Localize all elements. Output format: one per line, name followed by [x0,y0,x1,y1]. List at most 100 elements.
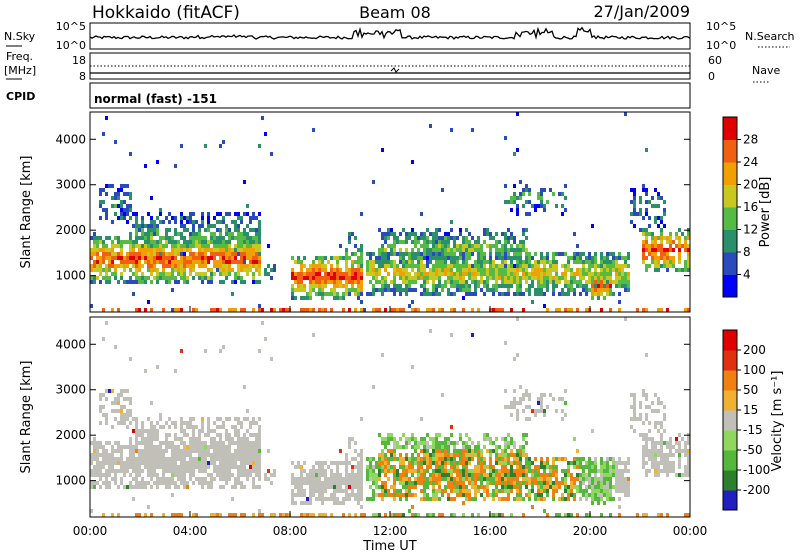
power-cell [132,256,135,260]
velocity-cell [183,461,186,465]
power-cell [306,292,309,296]
velocity-cell [492,473,495,477]
velocity-cell [360,469,363,473]
power-cell [651,248,654,252]
velocity-cell [303,493,306,497]
velocity-cell [501,489,504,493]
velocity-cell [360,489,363,493]
velocity-cell [123,389,126,393]
power-cell [615,264,618,268]
velocity-cell [351,457,354,461]
velocity-cell [348,437,351,441]
power-cell [240,248,243,252]
power-cell [198,236,201,240]
power-cell [246,272,249,276]
power-cell [147,224,150,228]
velocity-cell [648,437,651,441]
power-cell [558,308,561,312]
velocity-cell [159,445,162,449]
velocity-cell [96,445,99,449]
power-cell [318,268,321,272]
power-cell [579,284,582,288]
velocity-cell [597,469,600,473]
velocity-cell [615,485,618,489]
power-cell [654,240,657,244]
velocity-cell [615,465,618,469]
velocity-cell [231,461,234,465]
velocity-cell [642,445,645,449]
power-cell [612,280,615,284]
velocity-cell [384,489,387,493]
power-cell [684,308,687,312]
power-cell [519,268,522,272]
velocity-cell [117,421,120,425]
power-cell [156,224,159,228]
power-cell [465,252,468,256]
power-cell [411,240,414,244]
velocity-cell [150,513,153,517]
velocity-cell [456,469,459,473]
power-cell [132,292,135,296]
velocity-cell [105,461,108,465]
power-cell [549,276,552,280]
power-cell [312,276,315,280]
velocity-cell [591,461,594,465]
velocity-cell [171,449,174,453]
velocity-cell [681,437,684,441]
power-cell [270,268,273,272]
power-cell [114,244,117,248]
velocity-cell [558,481,561,485]
velocity-cell [462,449,465,453]
velocity-cell [144,457,147,461]
velocity-cell [129,437,132,441]
power-cell [651,256,654,260]
power-cell [648,200,651,204]
power-cell [615,272,618,276]
power-cell [525,248,528,252]
power-cell [462,296,465,300]
power-cell [174,248,177,252]
power-cell [579,276,582,280]
power-cell [156,252,159,256]
power-cell [219,212,222,216]
power-cell [609,288,612,292]
power-cell [105,116,108,120]
velocity-cell [135,429,138,433]
power-cell [174,232,177,236]
power-cell [426,308,429,312]
velocity-cell [510,481,513,485]
power-cell [93,264,96,268]
power-cell [339,268,342,272]
power-cell [486,284,489,288]
power-cell [663,248,666,252]
velocity-cell [537,481,540,485]
power-cell [507,264,510,268]
power-cell [219,264,222,268]
velocity-cell [129,409,132,413]
velocity-cell [498,457,501,461]
power-cell [336,256,339,260]
power-cell [585,292,588,296]
power-cell [201,264,204,268]
velocity-cell [255,453,258,457]
velocity-cell [225,429,228,433]
power-cell [555,284,558,288]
power-cell [510,308,513,312]
velocity-cell [201,429,204,433]
power-cell [357,288,360,292]
velocity-cell [105,453,108,457]
power-cell [243,212,246,216]
x-tick-label: 00:00 [73,524,108,538]
power-cell [528,284,531,288]
power-cell [234,248,237,252]
power-cell [444,256,447,260]
power-cell [105,276,108,280]
power-cell [396,284,399,288]
power-cell [576,260,579,264]
power-cell [312,308,315,312]
power-cell [249,252,252,256]
velocity-cell [555,513,558,517]
power-cell [252,280,255,284]
velocity-cell [519,485,522,489]
power-cell [645,192,648,196]
